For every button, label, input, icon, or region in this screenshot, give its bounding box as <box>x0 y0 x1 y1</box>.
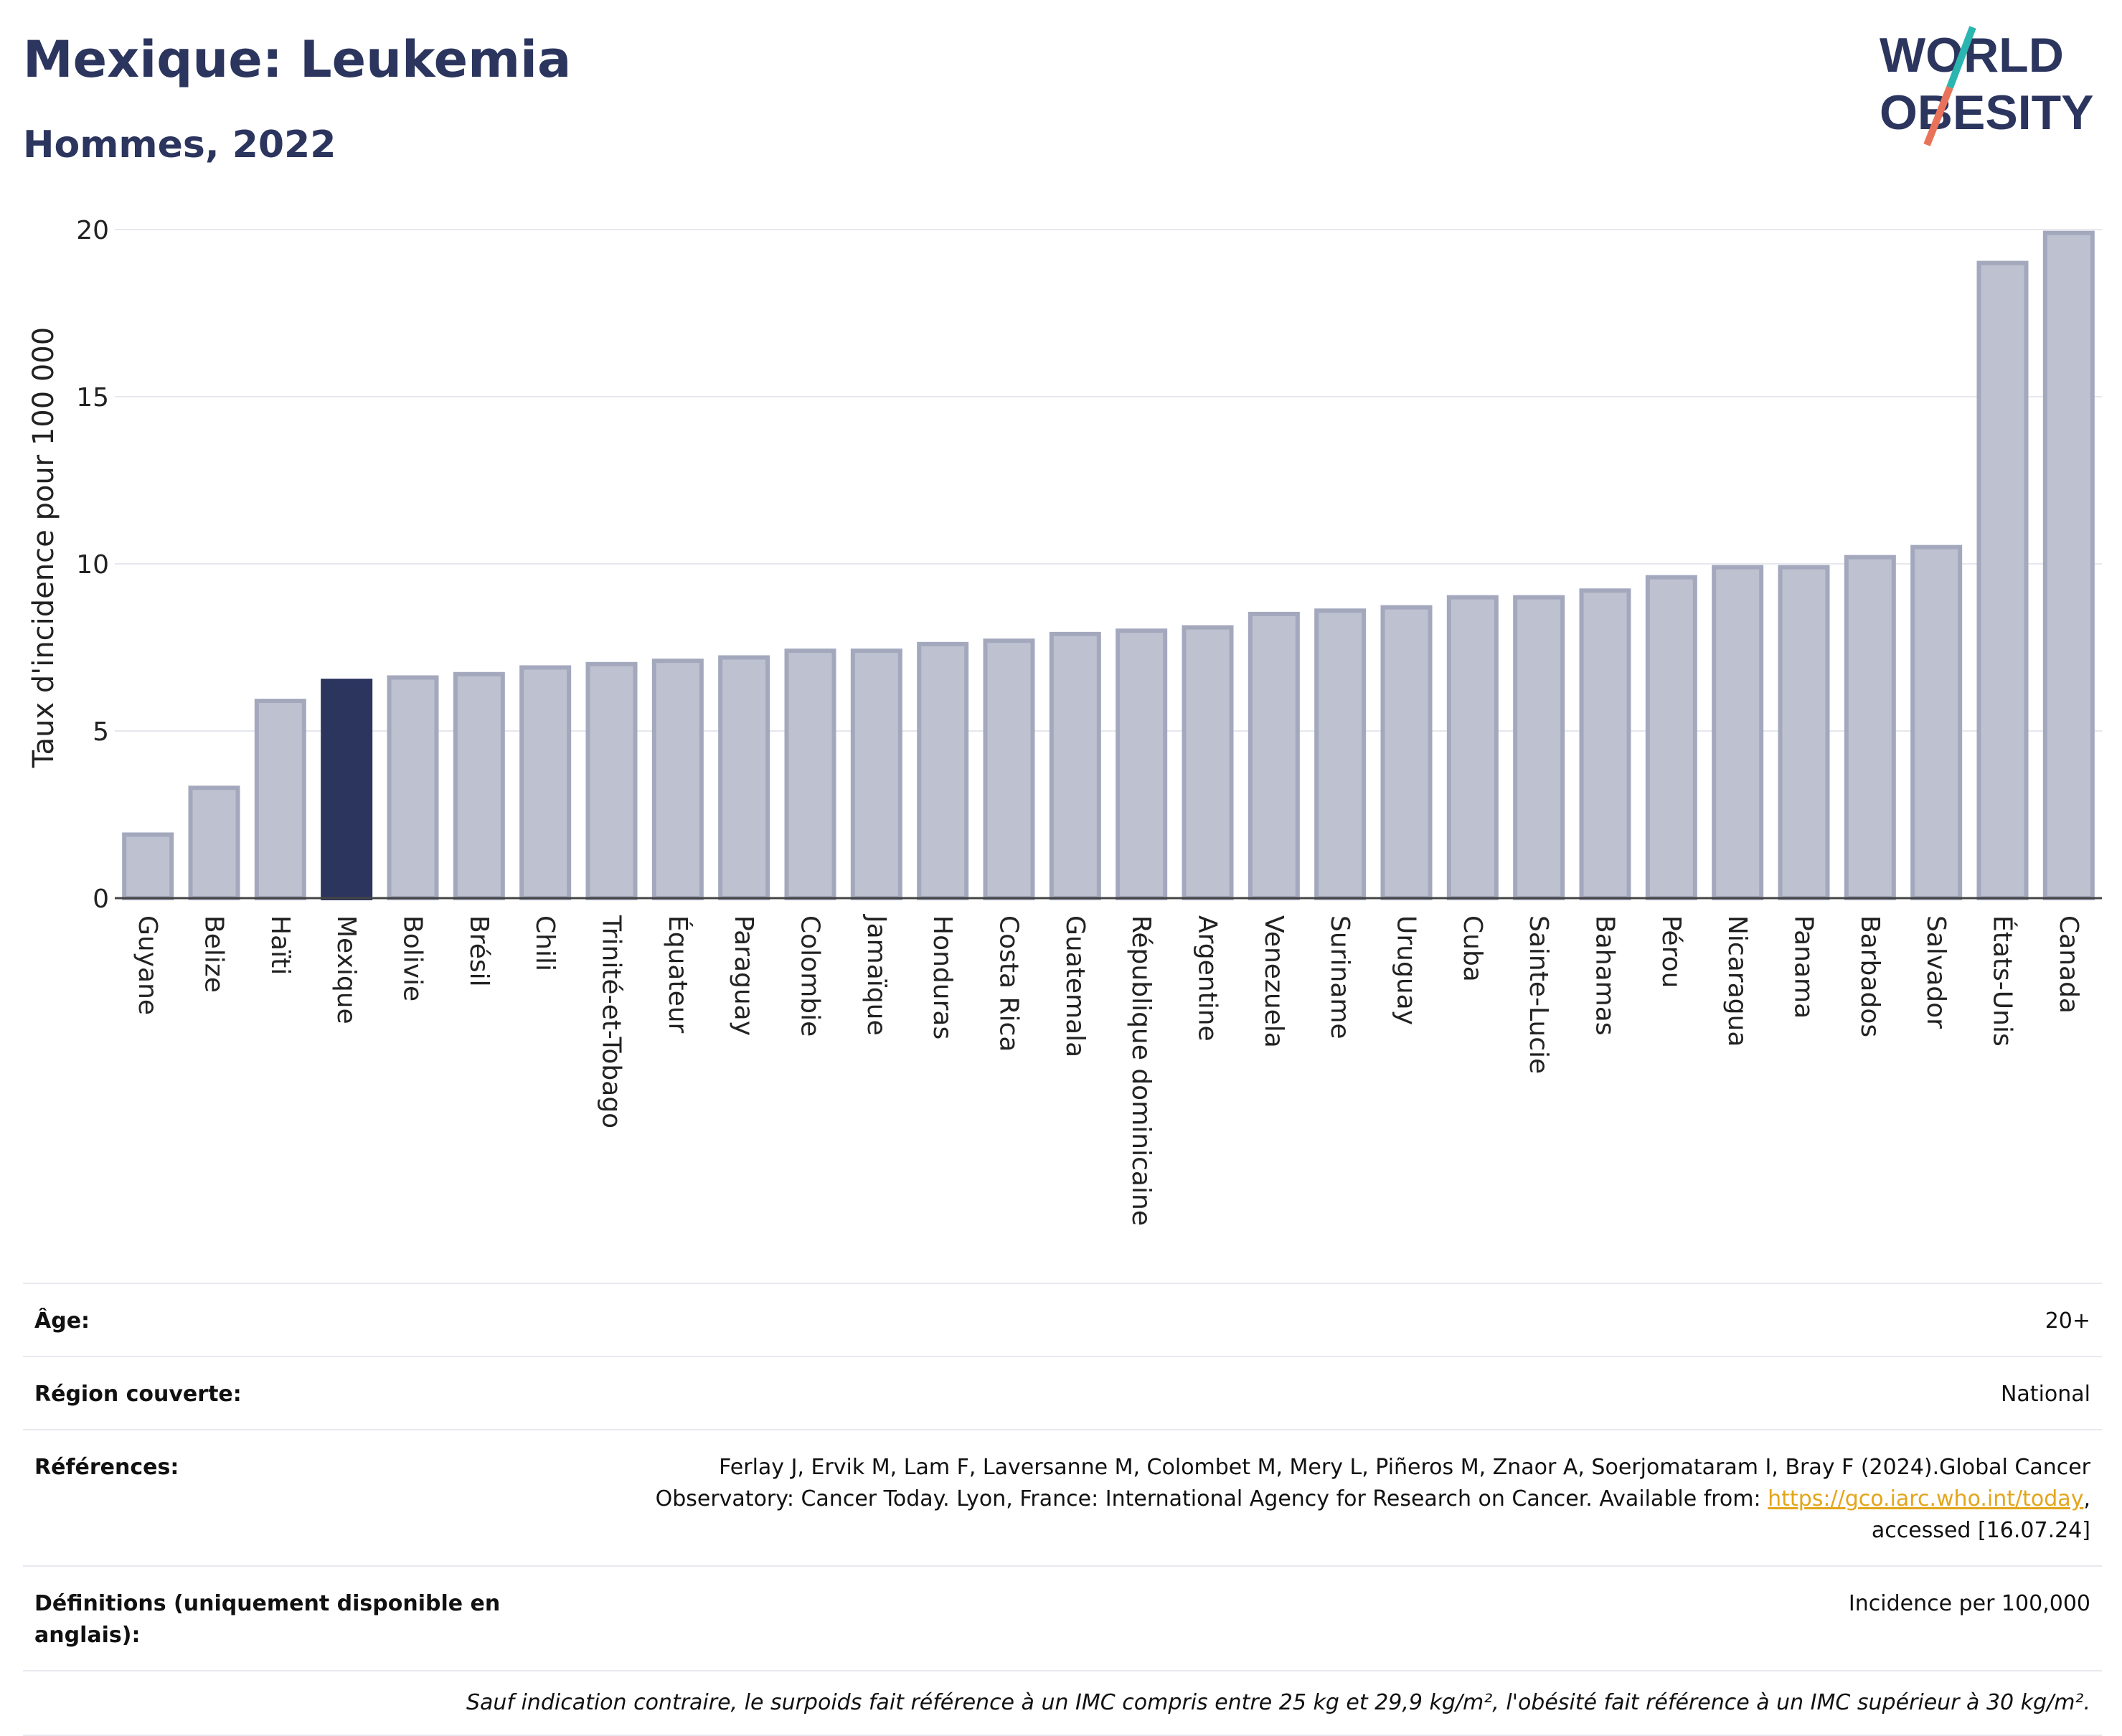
bar-chart: 0 5 10 15 20 Guyane Belize Haïti Mexique Bolivie B… <box>27 216 2102 1226</box>
bar-argentine <box>1182 625 1234 900</box>
x-tick-label: Guatemala <box>1060 915 1090 1057</box>
bar-cuba <box>1446 595 1499 900</box>
bar-république-dominicaine <box>1116 628 1168 900</box>
x-tick-label: Pérou <box>1656 915 1686 988</box>
x-tick-label: Suriname <box>1325 915 1354 1039</box>
x-tick-label: Sainte-Lucie <box>1524 915 1553 1074</box>
x-tick-label: Barbados <box>1855 915 1885 1037</box>
grid-layer <box>115 229 2102 732</box>
bar-suriname <box>1314 608 1367 900</box>
references-suffix: , accessed [16.07.24] <box>1871 1486 2090 1543</box>
bar-bahamas <box>1579 588 1631 901</box>
bar-paraguay <box>718 655 770 900</box>
definitions-value: Incidence per 100,000 <box>1848 1591 2090 1616</box>
bar-costa-rica <box>983 638 1035 900</box>
x-tick-label: Colombie <box>796 915 825 1037</box>
x-tick-label: Trinité-et-Tobago <box>597 915 626 1128</box>
bar-états-unis <box>1976 260 2029 901</box>
x-tick-label: Équateur <box>663 915 693 1034</box>
age-label: Âge: <box>34 1308 90 1334</box>
x-tick-label: Argentine <box>1193 915 1222 1042</box>
bar-brésil <box>453 671 505 901</box>
logo-slash-coral <box>1923 86 1953 146</box>
age-value: 20+ <box>2045 1308 2090 1334</box>
bar-panama <box>1778 565 1830 900</box>
x-tick-label: Costa Rica <box>994 915 1024 1052</box>
x-tick-label: États-Unis <box>1988 915 2018 1047</box>
bar-salvador <box>1910 544 1963 900</box>
bar-mexique <box>321 679 373 900</box>
references-text: Ferlay J, Ervik M, Lam F, Laversanne M, … <box>655 1455 2090 1511</box>
bar-pérou <box>1645 575 1697 900</box>
x-tick-label: Brésil <box>464 915 494 987</box>
references-link[interactable]: https://gco.iarc.who.int/today <box>1768 1486 2084 1511</box>
x-tick-label: République dominicaine <box>1126 915 1156 1226</box>
chart-subtitle: Hommes, 2022 <box>23 123 336 166</box>
y-tick-label: 15 <box>76 383 109 412</box>
axis-layer: 0 5 10 15 20 Guyane Belize Haïti Mexique Bolivie B… <box>76 216 2102 1226</box>
bar-bolivie <box>387 675 439 900</box>
x-tick-label: Canada <box>2054 915 2083 1014</box>
x-tick-label: Mexique <box>331 915 361 1024</box>
x-tick-label: Guyane <box>133 915 162 1015</box>
x-tick-label: Venezuela <box>1259 915 1288 1048</box>
bar-équateur <box>651 659 704 900</box>
references-value: Ferlay J, Ervik M, Lam F, Laversanne M, … <box>584 1452 2090 1547</box>
region-label: Région couverte: <box>34 1382 242 1407</box>
x-tick-label: Bolivie <box>398 915 428 1001</box>
bar-trinité-et-tobago <box>585 661 638 900</box>
x-tick-label: Honduras <box>928 915 957 1039</box>
bar-honduras <box>917 641 969 901</box>
y-tick-label: 10 <box>76 550 109 580</box>
x-tick-label: Haïti <box>265 915 295 975</box>
x-tick-label: Belize <box>199 915 229 993</box>
world-obesity-logo: WORLD OBESITY <box>1880 26 2094 146</box>
bar-haïti <box>254 699 306 900</box>
info-table: Âge: 20+ Région couverte: National Référ… <box>23 1283 2102 1736</box>
region-value: National <box>2000 1382 2090 1407</box>
bar-sainte-lucie <box>1513 595 1565 900</box>
bar-belize <box>188 786 240 900</box>
x-tick-label: Paraguay <box>729 915 758 1036</box>
info-row-references: Références: Ferlay J, Ervik M, Lam F, La… <box>23 1429 2102 1565</box>
x-tick-label: Chili <box>530 915 560 971</box>
bar-venezuela <box>1248 611 1300 901</box>
logo-text-obesity: OBESITY <box>1880 85 2094 140</box>
bar-nicaragua <box>1712 565 1764 900</box>
logo-slash-teal <box>1946 26 1976 89</box>
bar-jamaïque <box>850 648 902 900</box>
info-row-age: Âge: 20+ <box>23 1283 2102 1356</box>
references-label: Références: <box>34 1455 179 1480</box>
bar-colombie <box>784 648 836 900</box>
x-tick-label: Nicaragua <box>1722 915 1752 1047</box>
y-tick-label: 20 <box>76 216 109 245</box>
x-tick-label: Bahamas <box>1590 915 1620 1036</box>
bar-barbados <box>1844 555 1896 900</box>
chart-title: Mexique: Leukemia <box>23 30 572 89</box>
bar-uruguay <box>1380 605 1433 901</box>
info-row-definitions: Définitions (uniquement disponible en an… <box>23 1565 2102 1670</box>
y-tick-label: 5 <box>93 717 109 747</box>
y-axis-label: Taux d'incidence pour 100 000 <box>27 327 60 768</box>
x-tick-label: Jamaïque <box>862 914 891 1036</box>
info-row-region: Région couverte: National <box>23 1356 2102 1429</box>
bar-guatemala <box>1049 631 1101 900</box>
x-tick-label: Uruguay <box>1392 915 1421 1025</box>
footnote: Sauf indication contraire, le surpoids f… <box>23 1670 2102 1736</box>
bar-layer <box>122 230 2095 901</box>
bar-guyane <box>122 832 174 900</box>
x-tick-label: Cuba <box>1458 915 1487 982</box>
bar-chili <box>519 665 572 901</box>
x-tick-label: Panama <box>1789 915 1819 1019</box>
y-tick-label: 0 <box>93 884 109 914</box>
bar-canada <box>2042 230 2095 901</box>
definitions-label: Définitions (uniquement disponible en an… <box>34 1591 501 1648</box>
x-tick-label: Salvador <box>1921 915 1951 1029</box>
